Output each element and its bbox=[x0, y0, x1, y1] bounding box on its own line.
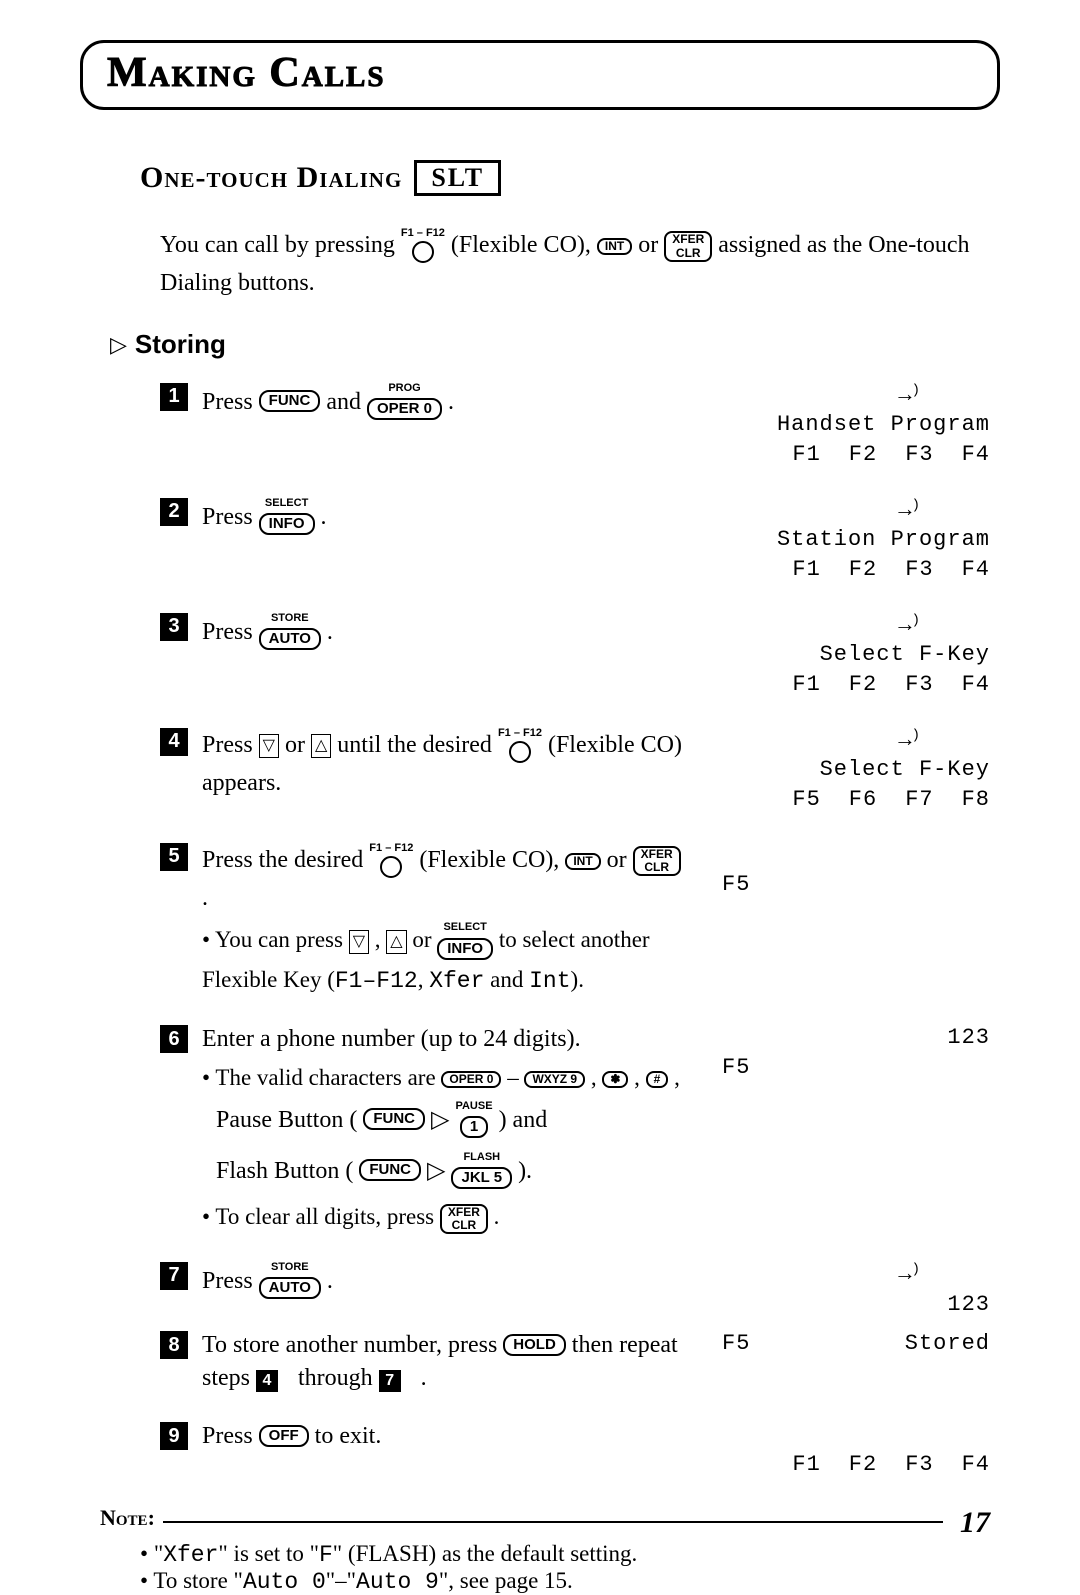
intro-c: or bbox=[638, 232, 664, 258]
xfer-button-icon: XFERCLR bbox=[633, 846, 681, 876]
step-number: 9 bbox=[160, 1422, 188, 1450]
func-button-icon: FUNC bbox=[259, 390, 321, 412]
beep-icon: ) bbox=[682, 496, 990, 526]
lcd-display: ) Station Program F1F2F3F4 bbox=[682, 496, 1000, 585]
intro-text: You can call by pressing F1 – F12 (Flexi… bbox=[160, 226, 1000, 299]
off-button-icon: OFF bbox=[259, 1425, 309, 1447]
int-button-icon: INT bbox=[597, 238, 632, 255]
lcd-display: F5 bbox=[682, 841, 1000, 900]
step-number: 7 bbox=[160, 1262, 188, 1290]
step-number: 2 bbox=[160, 498, 188, 526]
step-number: 1 bbox=[160, 383, 188, 411]
step-7: 7 Press STOREAUTO . ) 123 bbox=[160, 1260, 1000, 1319]
up-arrow-icon: △ bbox=[311, 734, 331, 758]
note-item: "Xfer" is set to "F" (FLASH) as the defa… bbox=[140, 1541, 1000, 1568]
page-title: Making Calls bbox=[107, 50, 386, 96]
divider bbox=[163, 1521, 943, 1523]
beep-icon: ) bbox=[682, 1260, 990, 1290]
step-number: 8 bbox=[160, 1331, 188, 1359]
lcd-display: F5 Stored bbox=[682, 1329, 1000, 1359]
up-arrow-icon: △ bbox=[386, 930, 406, 954]
down-arrow-icon: ▽ bbox=[259, 734, 279, 758]
beep-icon: ) bbox=[682, 726, 990, 756]
lcd-display: ) Select F-Key F1F2F3F4 bbox=[682, 611, 1000, 700]
step-number: 3 bbox=[160, 613, 188, 641]
triangle-icon: ▷ bbox=[110, 330, 127, 360]
flexible-key-icon: F1 – F12 bbox=[369, 841, 413, 882]
flash-button-icon: FLASHJKL 5 bbox=[451, 1150, 512, 1195]
hash-icon: # bbox=[646, 1071, 669, 1088]
beep-icon: ) bbox=[682, 381, 990, 411]
subsection-title: Storing bbox=[135, 327, 226, 362]
digit-9-icon: WXYZ 9 bbox=[524, 1071, 585, 1088]
lcd-display: 123 F5 bbox=[682, 1023, 1000, 1082]
digit-0-icon: OPER 0 bbox=[441, 1071, 501, 1088]
notes-list: "Xfer" is set to "F" (FLASH) as the defa… bbox=[140, 1541, 1000, 1595]
step-9: 9 Press OFF to exit. F1F2F3F4 bbox=[160, 1420, 1000, 1479]
page-number: 17 bbox=[960, 1506, 990, 1540]
info-button-icon: SELECTINFO bbox=[437, 920, 493, 964]
flexible-key-icon: F1 – F12 bbox=[401, 226, 445, 267]
page: Making Calls One-touch Dialing SLT You c… bbox=[0, 0, 1080, 1570]
hold-button-icon: HOLD bbox=[503, 1334, 566, 1356]
step-5: 5 Press the desired F1 – F12 (Flexible C… bbox=[160, 841, 1000, 997]
down-arrow-icon: ▽ bbox=[349, 930, 369, 954]
star-icon: ✽ bbox=[602, 1071, 628, 1088]
step-3: 3 Press STOREAUTO . ) Select F-Key F1F2F… bbox=[160, 611, 1000, 700]
step-4: 4 Press ▽ or △ until the desired F1 – F1… bbox=[160, 726, 1000, 815]
lcd-display: F1F2F3F4 bbox=[682, 1420, 1000, 1479]
step-ref-icon: 4 bbox=[256, 1370, 278, 1392]
note-header: Note: bbox=[100, 1505, 1000, 1531]
note-label: Note: bbox=[100, 1505, 155, 1530]
section-header: One-touch Dialing SLT bbox=[140, 160, 1000, 196]
xfer-button-icon: XFERCLR bbox=[664, 231, 712, 261]
pause-button-icon: PAUSE1 bbox=[455, 1099, 492, 1144]
lcd-display: ) Select F-Key F5F6F7F8 bbox=[682, 726, 1000, 815]
auto-button-icon: STOREAUTO bbox=[259, 1260, 321, 1305]
xfer-button-icon: XFERCLR bbox=[440, 1204, 488, 1234]
oper-button-icon: PROGOPER 0 bbox=[367, 381, 442, 426]
section-title: One-touch Dialing bbox=[140, 161, 402, 195]
int-button-icon: INT bbox=[565, 853, 600, 870]
step-number: 6 bbox=[160, 1025, 188, 1053]
func-button-icon: FUNC bbox=[363, 1108, 425, 1130]
step-2: 2 Press SELECTINFO . ) Station Program F… bbox=[160, 496, 1000, 585]
step-number: 5 bbox=[160, 843, 188, 871]
beep-icon: ) bbox=[682, 611, 990, 641]
subsection-header: ▷ Storing bbox=[110, 327, 1000, 362]
auto-button-icon: STOREAUTO bbox=[259, 611, 321, 656]
step-1: 1 Press FUNC and PROGOPER 0 . ) Handset … bbox=[160, 381, 1000, 470]
flexible-key-icon: F1 – F12 bbox=[498, 726, 542, 767]
step-ref-icon: 7 bbox=[379, 1370, 401, 1392]
title-box: Making Calls bbox=[80, 40, 1000, 110]
step-number: 4 bbox=[160, 728, 188, 756]
lcd-display: ) 123 bbox=[682, 1260, 1000, 1319]
note-item: To store "Auto 0"–"Auto 9", see page 15. bbox=[140, 1568, 1000, 1595]
step-8: 8 To store another number, press HOLD th… bbox=[160, 1329, 1000, 1394]
intro-a: You can call by pressing bbox=[160, 232, 401, 258]
info-button-icon: SELECTINFO bbox=[259, 496, 315, 541]
intro-b: (Flexible CO), bbox=[451, 232, 597, 258]
section-tag: SLT bbox=[414, 160, 501, 196]
step-6: 6 Enter a phone number (up to 24 digits)… bbox=[160, 1023, 1000, 1234]
lcd-display: ) Handset Program F1F2F3F4 bbox=[682, 381, 1000, 470]
func-button-icon: FUNC bbox=[359, 1159, 421, 1181]
